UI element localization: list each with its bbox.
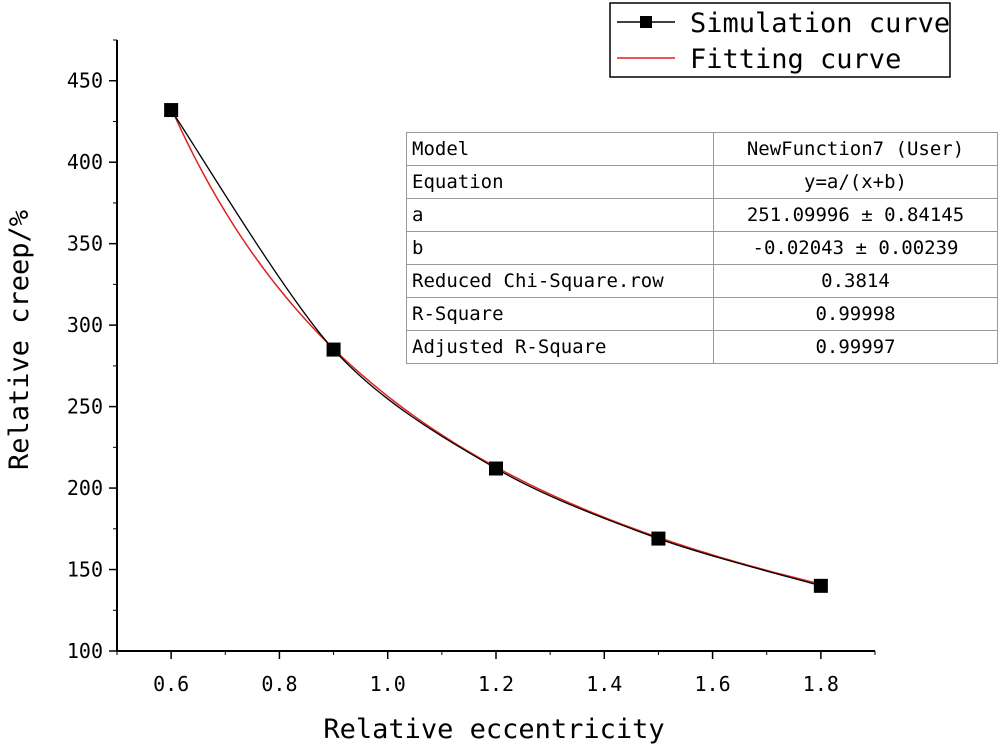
x-tick-label-1.0: 1.0 xyxy=(370,672,406,696)
simulation-point-0.9 xyxy=(326,342,341,357)
fit-table-row: a 251.09996 ± 0.84145 xyxy=(406,198,998,232)
simulation-point-1.2 xyxy=(489,461,503,476)
x-ticks: 0.6 0.8 1.0 1.2 1.4 1.6 1.8 xyxy=(116,651,876,696)
legend-box xyxy=(609,2,951,78)
x-tick-label-1.8: 1.8 xyxy=(803,672,839,696)
legend-simulation-label: Simulation curve xyxy=(690,8,950,39)
y-tick-label-200: 200 xyxy=(67,476,103,500)
series-layer xyxy=(164,103,828,593)
simulation-point-0.6 xyxy=(164,103,179,118)
y-tick-label-150: 150 xyxy=(67,558,103,582)
fit-table-label: Adjusted R-Square xyxy=(406,330,714,364)
fit-table-row: Adjusted R-Square 0.99997 xyxy=(406,330,998,364)
fit-table-row: Reduced Chi-Square.row 0.3814 xyxy=(406,264,998,298)
fit-table-label: Model xyxy=(406,132,714,166)
y-tick-label-350: 350 xyxy=(67,232,103,256)
fit-table-value: 0.99998 xyxy=(713,297,998,331)
x-tick-label-1.4: 1.4 xyxy=(586,672,622,696)
fit-table-label: a xyxy=(406,198,714,232)
fit-results-table: Model NewFunction7 (User) Equation y=a/(x+b… xyxy=(406,132,998,364)
fit-table-value: 0.99997 xyxy=(713,330,998,364)
fit-table-label: b xyxy=(406,231,714,265)
y-tick-label-300: 300 xyxy=(67,313,103,337)
y-tick-label-400: 400 xyxy=(67,150,103,174)
y-tick-label-250: 250 xyxy=(67,395,103,419)
x-tick-label-0.8: 0.8 xyxy=(261,672,297,696)
fit-table-value: 251.09996 ± 0.84145 xyxy=(713,198,998,232)
fit-table-label: Reduced Chi-Square.row xyxy=(406,264,714,298)
fit-table-row: Model NewFunction7 (User) xyxy=(406,132,998,166)
legend: Simulation curve Fitting curve xyxy=(609,2,951,78)
x-tick-label-1.6: 1.6 xyxy=(695,672,731,696)
fit-table-label: Equation xyxy=(406,165,714,199)
legend-simulation-marker xyxy=(640,16,652,28)
y-axis-title: Relative creep/% xyxy=(4,210,35,470)
fit-table-value: -0.02043 ± 0.00239 xyxy=(713,231,998,265)
fit-table-row: b -0.02043 ± 0.00239 xyxy=(406,231,998,265)
simulation-point-1.8 xyxy=(813,578,828,593)
fit-table-value: NewFunction7 (User) xyxy=(713,132,998,166)
y-tick-label-100: 100 xyxy=(67,639,103,663)
fit-table-row: Equation y=a/(x+b) xyxy=(406,165,998,199)
fit-table-row: R-Square 0.99998 xyxy=(406,297,998,331)
legend-fitting-label: Fitting curve xyxy=(690,44,901,75)
fit-table-label: R-Square xyxy=(406,297,714,331)
fit-table-value: 0.3814 xyxy=(713,264,998,298)
x-tick-label-0.6: 0.6 xyxy=(153,672,189,696)
y-ticks: 100 150 200 250 300 350 400 450 xyxy=(67,39,117,663)
x-axis-title: Relative eccentricity xyxy=(323,714,664,745)
simulation-point-1.5 xyxy=(651,531,666,546)
simulation-curve-line xyxy=(170,109,822,587)
fit-table-value: y=a/(x+b) xyxy=(713,165,998,199)
x-tick-label-1.2: 1.2 xyxy=(478,672,514,696)
y-tick-label-450: 450 xyxy=(67,69,103,93)
